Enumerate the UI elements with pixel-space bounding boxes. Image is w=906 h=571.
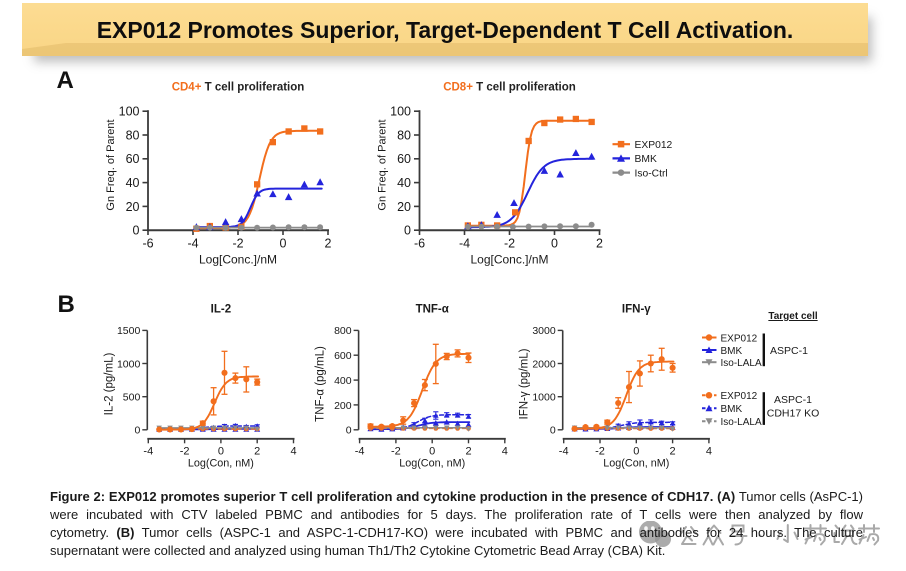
svg-text:IFN-γ (pg/mL): IFN-γ (pg/mL)	[519, 348, 531, 419]
svg-text:-4: -4	[355, 445, 365, 457]
svg-text:40: 40	[126, 176, 140, 190]
svg-text:Log(Con, nM): Log(Con, nM)	[603, 457, 669, 469]
svg-text:IFN-γ: IFN-γ	[622, 304, 651, 316]
svg-text:ASPC-1: ASPC-1	[770, 345, 808, 357]
svg-text:Log(Con, nM): Log(Con, nM)	[188, 457, 254, 469]
svg-text:2: 2	[670, 445, 676, 457]
svg-text:Gn Freq. of Parent: Gn Freq. of Parent	[377, 119, 389, 210]
svg-text:200: 200	[334, 400, 352, 412]
svg-text:-2: -2	[504, 237, 515, 251]
svg-text:2: 2	[254, 445, 260, 457]
svg-text:0: 0	[134, 425, 140, 437]
svg-text:Log[Conc.]/nM: Log[Conc.]/nM	[470, 253, 548, 267]
svg-text:400: 400	[334, 375, 352, 387]
svg-text:EXP012: EXP012	[721, 333, 758, 344]
svg-text:-4: -4	[459, 237, 470, 251]
svg-text:Iso-LALA: Iso-LALA	[721, 358, 762, 369]
svg-text:Log(Con, nM): Log(Con, nM)	[399, 457, 465, 469]
svg-text:40: 40	[397, 176, 411, 190]
svg-text:1000: 1000	[117, 358, 141, 370]
svg-text:20: 20	[126, 200, 140, 214]
svg-text:CDH17 KO: CDH17 KO	[767, 408, 820, 420]
svg-text:1000: 1000	[532, 392, 556, 404]
svg-text:0: 0	[218, 445, 224, 457]
svg-text:B: B	[58, 291, 75, 318]
svg-text:EXP012: EXP012	[635, 140, 673, 151]
svg-text:ASPC-1: ASPC-1	[774, 394, 812, 406]
svg-text:4: 4	[502, 445, 508, 457]
svg-text:80: 80	[397, 128, 411, 142]
svg-text:Iso-LALA: Iso-LALA	[721, 417, 762, 428]
svg-text:BMK: BMK	[635, 154, 657, 165]
svg-text:60: 60	[126, 152, 140, 166]
svg-text:-4: -4	[143, 445, 153, 457]
svg-text:CD8+ T cell proliferation: CD8+ T cell proliferation	[443, 82, 576, 94]
svg-text:Log[Conc.]/nM: Log[Conc.]/nM	[199, 253, 277, 267]
svg-text:-2: -2	[180, 445, 190, 457]
svg-text:-4: -4	[187, 237, 198, 251]
svg-text:0: 0	[550, 425, 556, 437]
svg-text:-2: -2	[232, 237, 243, 251]
svg-text:0: 0	[633, 445, 639, 457]
svg-text:A: A	[57, 67, 74, 94]
svg-text:800: 800	[334, 325, 352, 337]
svg-text:0: 0	[133, 224, 140, 238]
svg-text:0: 0	[429, 445, 435, 457]
svg-text:TNF-α: TNF-α	[416, 304, 449, 316]
svg-text:CD4+ T cell proliferation: CD4+ T cell proliferation	[172, 82, 305, 94]
svg-text:-2: -2	[595, 445, 605, 457]
svg-text:0: 0	[551, 237, 558, 251]
svg-text:-6: -6	[414, 237, 425, 251]
svg-text:Target cell: Target cell	[768, 311, 817, 322]
svg-text:2: 2	[596, 237, 603, 251]
svg-text:-2: -2	[391, 445, 401, 457]
svg-text:600: 600	[334, 350, 352, 362]
svg-text:4: 4	[290, 445, 296, 457]
svg-text:500: 500	[123, 392, 141, 404]
svg-text:0: 0	[280, 237, 287, 251]
svg-text:-4: -4	[559, 445, 569, 457]
svg-text:60: 60	[397, 152, 411, 166]
svg-text:20: 20	[397, 200, 411, 214]
svg-text:2: 2	[465, 445, 471, 457]
svg-text:4: 4	[706, 445, 712, 457]
svg-text:TNF-α (pg/mL): TNF-α (pg/mL)	[315, 346, 327, 422]
svg-text:1500: 1500	[117, 325, 141, 337]
svg-text:IL-2 (pg/mL): IL-2 (pg/mL)	[103, 353, 115, 416]
svg-text:0: 0	[346, 425, 352, 437]
svg-text:BMK: BMK	[721, 346, 743, 357]
svg-text:2: 2	[325, 237, 332, 251]
svg-text:Gn Freq. of Parent: Gn Freq. of Parent	[105, 119, 117, 210]
svg-text:Iso-Ctrl: Iso-Ctrl	[635, 168, 668, 179]
svg-text:-6: -6	[142, 237, 153, 251]
svg-text:100: 100	[119, 105, 140, 119]
svg-text:80: 80	[126, 128, 140, 142]
svg-text:2000: 2000	[532, 358, 556, 370]
svg-text:3000: 3000	[532, 325, 556, 337]
svg-text:0: 0	[404, 224, 411, 238]
svg-text:BMK: BMK	[721, 404, 743, 415]
svg-text:100: 100	[390, 105, 411, 119]
svg-text:IL-2: IL-2	[211, 304, 231, 316]
svg-text:EXP012: EXP012	[721, 391, 758, 402]
